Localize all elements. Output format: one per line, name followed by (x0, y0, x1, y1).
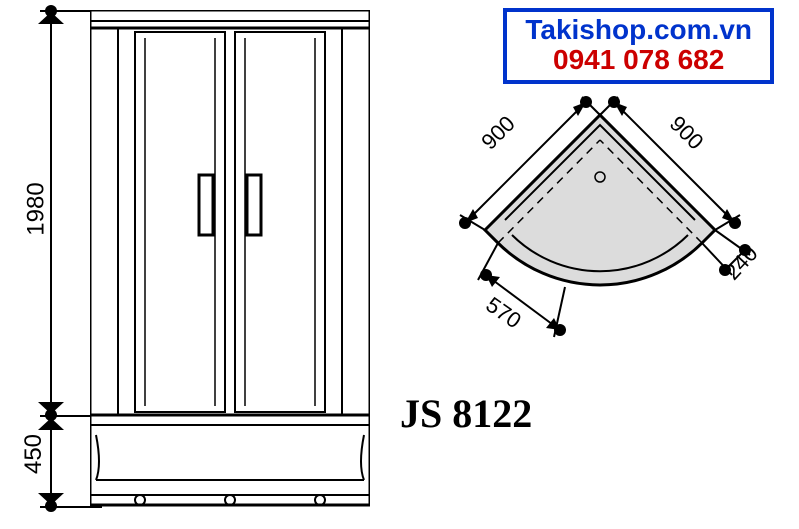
dim-1980: 1980 (23, 182, 51, 235)
contact-box: Takishop.com.vn 0941 078 682 (503, 8, 774, 84)
top-plan-view: 900 900 570 240 (430, 85, 770, 345)
arrow-icon (38, 402, 64, 414)
arrow-icon (38, 418, 64, 430)
website-text: Takishop.com.vn (525, 14, 752, 46)
model-number: JS 8122 (400, 390, 532, 437)
front-view-svg (90, 10, 370, 510)
top-view-svg (430, 85, 770, 365)
dim-450: 450 (20, 434, 48, 474)
arrow-icon (38, 12, 64, 24)
arrow-icon (38, 493, 64, 505)
front-elevation (90, 10, 370, 500)
phone-text: 0941 078 682 (525, 44, 752, 76)
vertical-dimensions: 1980 450 (30, 10, 80, 500)
